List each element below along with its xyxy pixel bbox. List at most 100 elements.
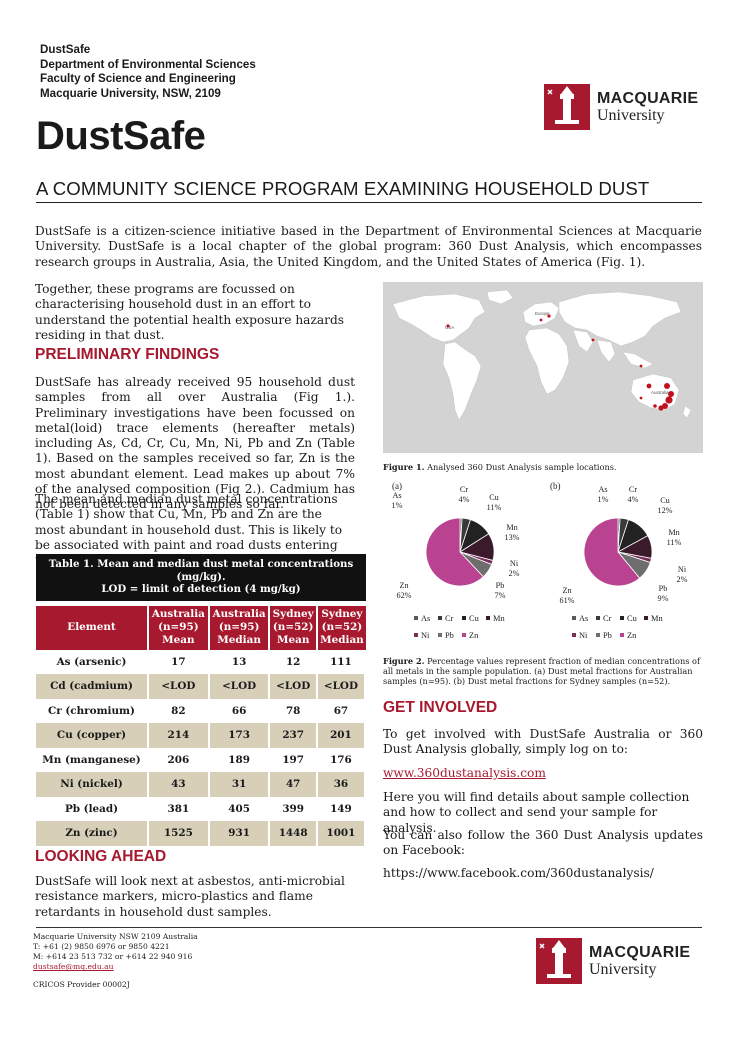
figure2-caption-text: Percentage values represent fraction of …	[383, 656, 700, 687]
figure2-charts: (a) As 1% Cr 4% Cu 11% Mn 13% Ni 2% Pb 7% Zn 62% As Cr Cu…	[380, 478, 710, 650]
pie-category-label: As	[392, 491, 401, 500]
world-map: USA Europe Australia	[383, 282, 703, 453]
legend-label: As	[579, 614, 588, 623]
legend-label: As	[421, 614, 430, 623]
pie-category-label: Zn	[562, 586, 571, 595]
value-cell: 12	[270, 649, 318, 674]
legend-label: Zn	[627, 631, 637, 640]
footer-email-link[interactable]: dustsafe@mq.edu.au	[33, 962, 114, 972]
footer-divider	[36, 927, 702, 928]
figure2-caption: Figure 2. Percentage values represent fr…	[383, 656, 703, 687]
legend-label: Cr	[603, 614, 612, 623]
legend-swatch	[620, 616, 624, 620]
header-text: Mean	[276, 633, 310, 646]
value-cell: 405	[209, 796, 271, 821]
map-label-usa: USA	[445, 325, 455, 330]
footer-contact: Macquarie University NSW 2109 Australia …	[33, 932, 198, 990]
header-text: (n=52)	[321, 621, 363, 634]
pie-category-label: Zn	[399, 581, 408, 590]
value-cell: 82	[149, 698, 210, 723]
value-cell: <LOD	[149, 674, 210, 699]
header-text: Mean	[162, 633, 195, 646]
footer-cricos: CRICOS Provider 00002J	[33, 980, 130, 990]
address-block: DustSafe Department of Environmental Sci…	[40, 43, 256, 101]
lighthouse-icon	[536, 938, 582, 984]
legend-swatch	[438, 633, 442, 637]
intro-paragraph: DustSafe is a citizen-science initiative…	[35, 224, 702, 269]
legend-swatch	[414, 616, 418, 620]
get-involved-heading: GET INVOLVED	[383, 699, 498, 716]
value-cell: 197	[270, 747, 318, 772]
pie-percent-label: 2%	[509, 569, 520, 578]
metals-table: Element Australia (n=95) Mean Australia (n=…	[36, 605, 366, 846]
legend-label: Mn	[651, 614, 663, 623]
preliminary-paragraph-1: DustSafe has already received 95 househo…	[35, 375, 355, 512]
legend-label: Cr	[445, 614, 454, 623]
figure1-caption: Figure 1. Analysed 360 Dust Analysis sam…	[383, 462, 713, 472]
logo-text-line2: University	[589, 961, 657, 978]
value-cell: <LOD	[270, 674, 318, 699]
element-name-cell: Cr (chromium)	[36, 698, 149, 723]
table-caption: Table 1. Mean and median dust metal conc…	[36, 554, 366, 601]
pie-category-label: Mn	[506, 523, 517, 532]
table-row: Pb (lead) 381 405 399 149	[36, 796, 366, 821]
legend-label: Ni	[421, 631, 430, 640]
value-cell: 206	[149, 747, 210, 772]
value-cell: <LOD	[317, 674, 366, 699]
table-header-row: Element Australia (n=95) Mean Australia (n=…	[36, 605, 366, 650]
page-title: DustSafe	[36, 114, 206, 158]
value-cell: 31	[209, 772, 271, 797]
legend-label: Ni	[579, 631, 588, 640]
legend-label: Cu	[627, 614, 638, 623]
value-cell: 47	[270, 772, 318, 797]
table-row: Cu (copper) 214 173 237 201	[36, 723, 366, 748]
footer-line: T: +61 (2) 9850 6976 or 9850 4221	[33, 942, 170, 952]
table-header-cell: Element	[36, 605, 149, 650]
macquarie-logo-footer: MACQUARIE University	[536, 938, 690, 984]
header-text: Australia	[212, 608, 266, 621]
header-text: Australia	[151, 608, 205, 621]
pie-category-label: As	[598, 485, 607, 494]
legend-swatch	[486, 616, 490, 620]
header-text: Element	[67, 621, 116, 634]
value-cell: 189	[209, 747, 271, 772]
value-cell: 149	[317, 796, 366, 821]
element-name-cell: Zn (zinc)	[36, 821, 149, 846]
pie-slice-zn	[583, 517, 641, 587]
divider	[36, 202, 702, 203]
legend-swatch	[462, 633, 466, 637]
pie-percent-label: 61%	[559, 596, 574, 605]
header-text: Median	[217, 633, 261, 646]
pie-category-label: Ni	[678, 565, 687, 574]
value-cell: 931	[209, 821, 271, 846]
address-line: DustSafe	[40, 43, 91, 56]
website-link[interactable]: www.360dustanalysis.com	[383, 766, 546, 780]
macquarie-logo: MACQUARIE University	[544, 84, 698, 130]
legend-swatch	[438, 616, 442, 620]
value-cell: 399	[270, 796, 318, 821]
table-row: Zn (zinc) 1525 931 1448 1001	[36, 821, 366, 846]
table-row: Mn (manganese) 206 189 197 176	[36, 747, 366, 772]
pie-percent-label: 4%	[628, 495, 639, 504]
legend-swatch	[572, 616, 576, 620]
facebook-url[interactable]: https://www.facebook.com/360dustanalysis…	[383, 866, 654, 880]
header-text: (n=95)	[158, 621, 199, 634]
address-line: Faculty of Science and Engineering	[40, 72, 236, 85]
table-header-cell: Australia (n=95) Median	[209, 605, 271, 650]
value-cell: 17	[149, 649, 210, 674]
value-cell: 43	[149, 772, 210, 797]
value-cell: 111	[317, 649, 366, 674]
pie-category-label: Mn	[668, 528, 679, 537]
together-paragraph: Together, these programs are focussed on…	[35, 282, 345, 342]
looking-ahead-paragraph: DustSafe will look next at asbestos, ant…	[35, 874, 345, 919]
header-text: Sydney	[272, 608, 314, 621]
pie-percent-label: 2%	[677, 575, 688, 584]
address-line: Macquarie University, NSW, 2109	[40, 86, 221, 100]
value-cell: 201	[317, 723, 366, 748]
value-cell: 13	[209, 649, 271, 674]
legend-swatch	[644, 616, 648, 620]
preliminary-heading: PRELIMINARY FINDINGS	[35, 346, 220, 363]
table-caption-line1: Table 1. Mean and median dust metal conc…	[48, 558, 354, 583]
pie-category-label: Cu	[489, 493, 499, 502]
legend-swatch	[596, 633, 600, 637]
